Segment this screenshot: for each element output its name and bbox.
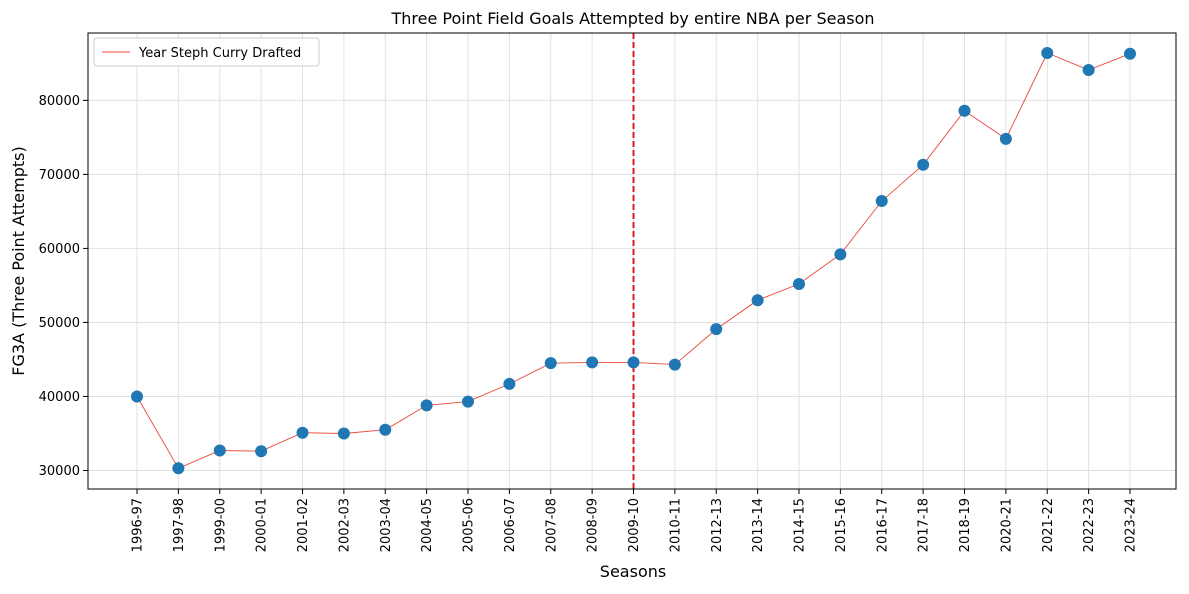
x-tick-label: 2005-06 [462, 498, 477, 552]
x-tick-label: 2004-05 [420, 498, 435, 552]
data-point [420, 399, 433, 412]
grid [88, 33, 1176, 489]
data-point [131, 390, 143, 403]
x-tick-label: 2021-22 [1041, 498, 1056, 552]
series-layer [131, 46, 1136, 475]
y-axis-label: FG3A (Three Point Attempts) [9, 146, 28, 375]
x-tick-label: 1999-00 [213, 498, 228, 552]
data-point [379, 423, 392, 436]
legend: Year Steph Curry Drafted [93, 37, 320, 67]
x-axis-ticks: 1996-97 1997-98 1999-00 2000-01 2001-02 2002-… [131, 489, 1139, 552]
data-point [213, 444, 226, 457]
x-tick-label: 2016-17 [875, 498, 890, 552]
x-tick-label: 2008-09 [586, 498, 601, 552]
y-tick-label: 50000 [39, 316, 80, 331]
data-point [834, 248, 847, 261]
data-point [917, 158, 930, 171]
x-tick-label: 2015-16 [834, 498, 849, 552]
x-tick-label: 2009-10 [627, 498, 642, 552]
data-point [1124, 47, 1136, 60]
data-point [586, 356, 599, 369]
y-tick-label: 80000 [39, 94, 80, 109]
plot-frame [87, 32, 1177, 490]
y-tick-label: 40000 [39, 390, 80, 405]
data-point [958, 104, 971, 117]
data-point [793, 277, 805, 290]
x-tick-label: 2022-23 [1082, 498, 1097, 552]
legend-box [93, 37, 320, 67]
x-tick-label: 1996-97 [131, 498, 146, 552]
legend-label: Year Steph Curry Drafted [138, 46, 301, 61]
x-tick-label: 2002-03 [337, 498, 352, 552]
data-point [668, 358, 681, 371]
data-point [999, 132, 1012, 145]
x-tick-label: 2014-15 [793, 498, 808, 552]
x-tick-label: 2020-21 [999, 498, 1014, 552]
x-tick-label: 2018-19 [958, 498, 973, 552]
data-point [337, 427, 350, 440]
data-point [1041, 46, 1054, 59]
x-tick-label: 2017-18 [917, 498, 932, 552]
x-axis-label: Seasons [600, 562, 666, 581]
x-tick-label: 2013-14 [751, 498, 766, 552]
data-point [627, 356, 640, 369]
data-point [462, 395, 474, 408]
data-point [875, 195, 888, 208]
data-point [255, 445, 268, 458]
data-point [1082, 64, 1095, 77]
data-point [710, 323, 723, 336]
x-tick-label: 2023-24 [1124, 498, 1139, 552]
chart-title: Three Point Field Goals Attempted by ent… [390, 9, 874, 28]
x-tick-label: 2007-08 [544, 498, 559, 552]
data-point [751, 294, 764, 307]
x-tick-label: 2006-07 [503, 498, 518, 552]
y-tick-label: 70000 [39, 168, 80, 183]
x-tick-label: 1997-98 [172, 498, 187, 552]
x-tick-label: 2000-01 [255, 498, 270, 552]
data-point [503, 377, 516, 390]
x-tick-label: 2003-04 [379, 498, 394, 552]
data-point [544, 357, 557, 370]
x-tick-label: 2001-02 [296, 498, 311, 552]
y-tick-label: 60000 [39, 242, 80, 257]
x-tick-label: 2010-11 [668, 498, 683, 552]
y-axis-ticks: 30000 40000 50000 60000 70000 80000 [39, 94, 88, 479]
data-point [296, 426, 309, 439]
x-tick-label: 2012-13 [710, 498, 725, 552]
data-point [172, 462, 185, 475]
y-tick-label: 30000 [39, 464, 80, 479]
